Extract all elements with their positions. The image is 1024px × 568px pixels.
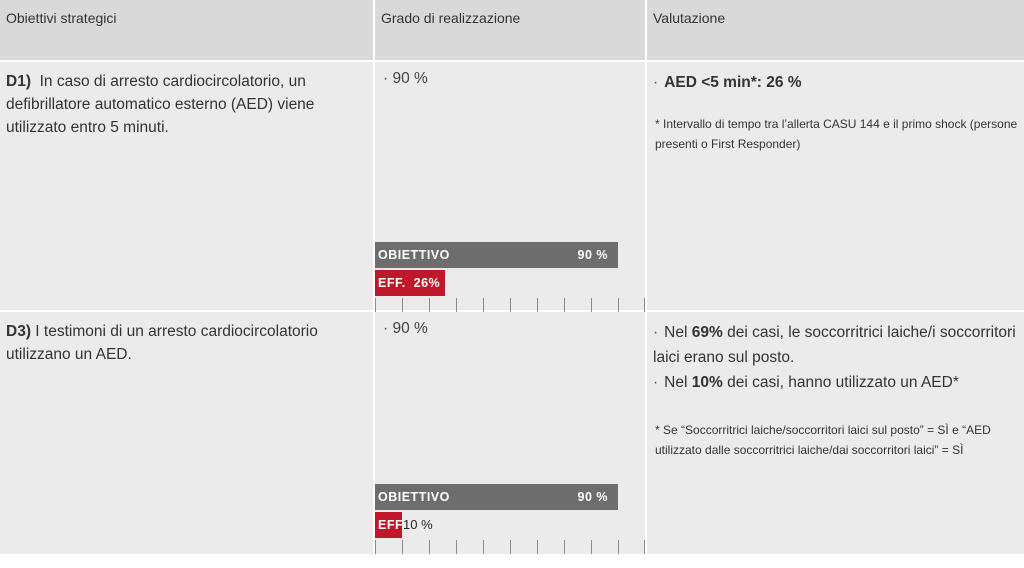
- row-d1-scale-ticks: [375, 298, 645, 312]
- row-d1-goal: D1) In caso di arresto cardiocircolatori…: [6, 70, 368, 139]
- row-d1-note: * Intervallo di tempo tra l’allerta CASU…: [655, 117, 1018, 151]
- row-d1-goal-text: In caso di arresto cardiocircolatorio, u…: [6, 73, 315, 136]
- row-d1-evaluation: · AED <5 min*: 26 %: [653, 74, 802, 91]
- row-d1-eval-bold: AED <5 min*: 26 %: [664, 74, 802, 91]
- row-d3-code: D3): [6, 323, 31, 340]
- row-d3-scale-ticks: [375, 540, 645, 554]
- scale-tick: [537, 540, 538, 554]
- row-d3-eff-bar: EFF.: [375, 512, 405, 538]
- scale-tick: [483, 298, 484, 312]
- row-d3-goal-cell: D3) I testimoni di un arresto cardiocirc…: [0, 312, 373, 554]
- scale-tick: [644, 540, 645, 554]
- row-d3-evaluation-cell: · Nel 69% dei casi, le soccorritrici laic…: [647, 312, 1024, 554]
- scale-tick: [402, 298, 403, 312]
- row-d1-eff-bar: EFF. 26%: [375, 270, 445, 296]
- row-d3-achievement-cell: · 90 % OBIETTIVO 90 % EFF. 10 %: [375, 312, 645, 554]
- row-d1-eff-bar-label: EFF. 26%: [378, 276, 441, 290]
- scale-tick: [644, 298, 645, 312]
- row-d1-target-bar: OBIETTIVO 90 %: [375, 242, 618, 268]
- row-d3-target-bar-label: OBIETTIVO: [378, 490, 450, 504]
- scale-tick: [429, 540, 430, 554]
- row-d3-eval-item-2: · Nel 10% dei casi, hanno utilizzato un A…: [653, 374, 959, 391]
- row-d3-goal: D3) I testimoni di un arresto cardiocirc…: [6, 320, 368, 366]
- scale-tick: [429, 298, 430, 312]
- row-d3-goal-text: I testimoni di un arresto cardiocircolat…: [6, 323, 318, 363]
- scale-tick: [537, 298, 538, 312]
- scale-tick: [510, 540, 511, 554]
- header-evaluation-label: Valutazione: [653, 10, 726, 26]
- row-d3-note: * Se “Soccorritrici laiche/soccorritori …: [655, 423, 991, 457]
- header-objectives-label: Obiettivi strategici: [6, 10, 117, 26]
- row-d3-eff-bar-label: EFF.: [378, 518, 406, 532]
- scale-tick: [564, 540, 565, 554]
- header-achievement: Grado di realizzazione: [375, 0, 645, 60]
- scale-tick: [456, 298, 457, 312]
- row-d1-goal-cell: D1) In caso di arresto cardiocircolatori…: [0, 62, 373, 310]
- scale-tick: [510, 298, 511, 312]
- row-d3-evaluation: · Nel 69% dei casi, le soccorritrici laic…: [653, 320, 1019, 395]
- scale-tick: [375, 298, 376, 312]
- scale-tick: [591, 298, 592, 312]
- scale-tick: [618, 540, 619, 554]
- row-d3-eff-bar-value: 10 %: [403, 517, 433, 532]
- row-d1-target-bar-value: 90 %: [577, 248, 608, 262]
- header-achievement-label: Grado di realizzazione: [381, 10, 521, 26]
- scale-tick: [618, 298, 619, 312]
- row-d3-eval-item-1: · Nel 69% dei casi, le soccorritrici laic…: [653, 324, 1016, 366]
- scale-tick: [483, 540, 484, 554]
- row-d1-evaluation-cell: · AED <5 min*: 26 % * Intervallo di tempo…: [647, 62, 1024, 310]
- header-objectives: Obiettivi strategici: [0, 0, 373, 60]
- scale-tick: [402, 540, 403, 554]
- row-d1-code: D1): [6, 73, 31, 90]
- row-d1-target-bar-label: OBIETTIVO: [378, 248, 450, 262]
- scale-tick: [564, 298, 565, 312]
- scale-tick: [375, 540, 376, 554]
- row-d1-achievement-cell: · 90 % OBIETTIVO 90 % EFF. 26%: [375, 62, 645, 312]
- scale-tick: [591, 540, 592, 554]
- row-d3-target-pct: · 90 %: [383, 320, 428, 337]
- row-d1-target-pct: · 90 %: [383, 70, 428, 87]
- header-evaluation: Valutazione: [647, 0, 1024, 60]
- row-d3-target-bar: OBIETTIVO 90 %: [375, 484, 618, 510]
- scale-tick: [456, 540, 457, 554]
- row-d3-target-bar-value: 90 %: [577, 490, 608, 504]
